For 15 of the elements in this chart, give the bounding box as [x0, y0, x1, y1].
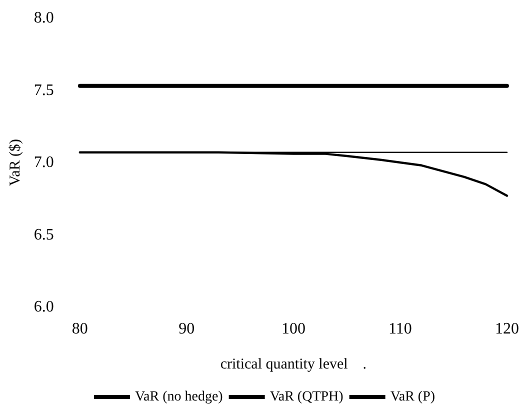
y-tick-label: 6.5: [34, 226, 54, 244]
x-tick-label: 80: [72, 320, 88, 338]
x-tick-label: 120: [495, 320, 519, 338]
legend-label: VaR (no hedge): [134, 390, 224, 404]
legend-label: VaR (QTPH): [270, 390, 344, 404]
y-axis-title: VaR ($): [8, 138, 24, 186]
y-tick-label: 8.0: [34, 10, 54, 26]
x-tick-label: 100: [281, 320, 306, 338]
y-tick-label: 6.0: [34, 298, 54, 316]
x-axis-title: critical quantity level .: [220, 356, 367, 372]
y-tick-label: 7.0: [34, 154, 54, 171]
x-tick-label: 110: [388, 320, 412, 338]
x-tick-label: 90: [178, 320, 195, 338]
y-tick-label: 7.5: [34, 82, 54, 99]
legend-label: VaR (P): [390, 390, 436, 404]
